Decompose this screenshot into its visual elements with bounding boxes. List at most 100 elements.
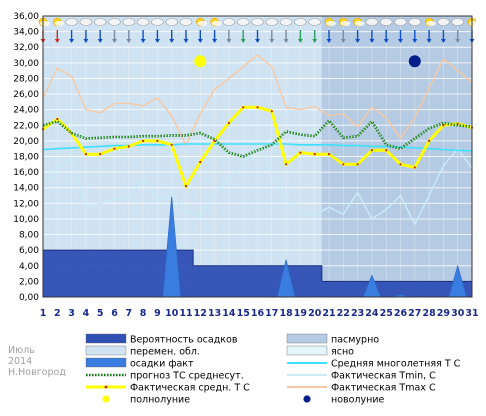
legend: Вероятность осадков пасмурно перемен. обл.… [85, 333, 461, 406]
cloud-icon [365, 18, 379, 26]
x-tick-label: 29 [437, 308, 450, 319]
legend-label: Фактическая средн. Т С [130, 383, 250, 394]
cloud-icon [122, 18, 136, 26]
actual-t-point [184, 185, 188, 188]
legend-label: новолуние [331, 395, 385, 406]
actual-t-point [99, 153, 102, 156]
legend-label: осадки факт [130, 359, 194, 370]
x-tick-label: 14 [222, 308, 236, 319]
wind-arrowhead-icon [326, 39, 332, 43]
wind-arrowhead-icon [197, 39, 203, 43]
x-tick-label: 22 [337, 308, 350, 319]
actual-t-point [356, 163, 359, 166]
plot-frame [42, 15, 473, 298]
normal-t-line [42, 143, 473, 152]
axes: 0,00 2,00 4,00 6,00 8,00 10,00 12,00 14,00 16,00… [13, 12, 478, 319]
x-tick-label: 20 [308, 308, 322, 319]
legend-label: Фактическая Tmax C [331, 383, 436, 394]
cloud-icon [222, 18, 236, 26]
precip-probability-area [43, 250, 472, 297]
precip-probability-area [42, 249, 473, 298]
watermark-text: Н.Новгород [8, 367, 66, 378]
y-tick-label: 16,00 [13, 168, 39, 178]
cloud-icon [40, 21, 50, 26]
x-tick-label: 11 [179, 308, 192, 319]
wind-arrowhead-icon [69, 39, 75, 43]
forecast-t-highlight [42, 119, 473, 157]
cloud-icon [54, 21, 65, 26]
x-tick-label: 27 [408, 308, 421, 319]
x-tick-label: 2 [54, 308, 61, 319]
x-tick-label: 31 [465, 308, 478, 319]
wind-arrowhead-icon [240, 39, 246, 43]
x-tick-label: 6 [111, 308, 118, 319]
y-tick-label: 24,00 [13, 106, 39, 116]
x-tick-label: 19 [294, 308, 307, 319]
wind-arrowhead-icon [169, 39, 175, 43]
cloud-icon [451, 18, 465, 26]
tmin-line [42, 140, 473, 226]
cloud-icon [379, 18, 393, 26]
actual-t-point [385, 149, 388, 152]
legend-label: прогноз ТС среднесут. [130, 371, 244, 382]
actual-t-point [399, 163, 402, 166]
x-tick-label: 16 [251, 308, 265, 319]
x-tick-label: 4 [83, 308, 90, 319]
x-tick-label: 8 [140, 308, 147, 319]
wind-arrowhead-icon [369, 39, 375, 43]
x-tick-label: 5 [97, 308, 104, 319]
y-tick-label: 12,00 [13, 199, 39, 209]
x-tick-label: 7 [125, 308, 132, 319]
wind-arrowhead-icon [212, 39, 218, 43]
cloud-icon [151, 18, 164, 26]
x-tick-label: 21 [322, 308, 335, 319]
actual-t-point [156, 139, 159, 142]
y-tick-label: 0,00 [19, 293, 39, 303]
precip-fact-series [162, 195, 467, 298]
legend-label: ясно [331, 347, 354, 358]
actual-t-point [370, 149, 373, 152]
y-tick-label: 20,00 [13, 137, 39, 147]
x-tick-label: 10 [165, 308, 179, 319]
cloud-icon [65, 18, 78, 26]
legend-label: Фактическая Tmin, C [331, 371, 436, 382]
x-tick-label: 23 [351, 308, 364, 319]
cloud-icon [354, 21, 365, 26]
wind-arrowhead-icon [54, 39, 60, 43]
y-tick-label: 36,00 [13, 12, 39, 22]
y-tick-label: 14,00 [13, 184, 39, 194]
y-tick-label: 8,00 [19, 231, 39, 241]
y-tick-label: 30,00 [13, 59, 39, 69]
legend-swatch-point [104, 385, 108, 389]
legend-label: пасмурно [331, 335, 379, 346]
wind-arrowhead-icon [154, 39, 160, 43]
x-tick-label: 1 [40, 308, 47, 319]
cloud-icon [408, 18, 422, 26]
cloud-icon [108, 18, 121, 26]
precip-probability-outline [42, 249, 473, 298]
actual-t-point [342, 163, 345, 166]
actual-t-point [227, 121, 230, 125]
cloud-icon [251, 18, 264, 26]
cloud-icon [326, 21, 336, 26]
actual-t-point [127, 145, 130, 148]
moon-full-marker [194, 55, 207, 68]
cloud-icon [211, 21, 222, 26]
wind-arrowhead-icon [412, 39, 418, 43]
x-tick-label: 24 [365, 308, 379, 319]
actual-t-point [270, 110, 273, 113]
wind-arrowhead-icon [226, 39, 232, 43]
legend-swatch [102, 395, 110, 403]
y-tick-label: 4,00 [19, 262, 39, 272]
y-tick-label: 6,00 [19, 246, 39, 256]
wind-arrowhead-icon [140, 39, 146, 43]
legend-swatch [303, 395, 311, 403]
actual-t-point [199, 160, 202, 164]
wind-arrowhead-icon [83, 39, 89, 43]
watermark-text: Июль [8, 345, 35, 356]
legend-swatch [286, 333, 328, 344]
cloud-icon [340, 21, 351, 26]
cloud-icon [79, 18, 93, 26]
actual-t-point [113, 147, 116, 150]
